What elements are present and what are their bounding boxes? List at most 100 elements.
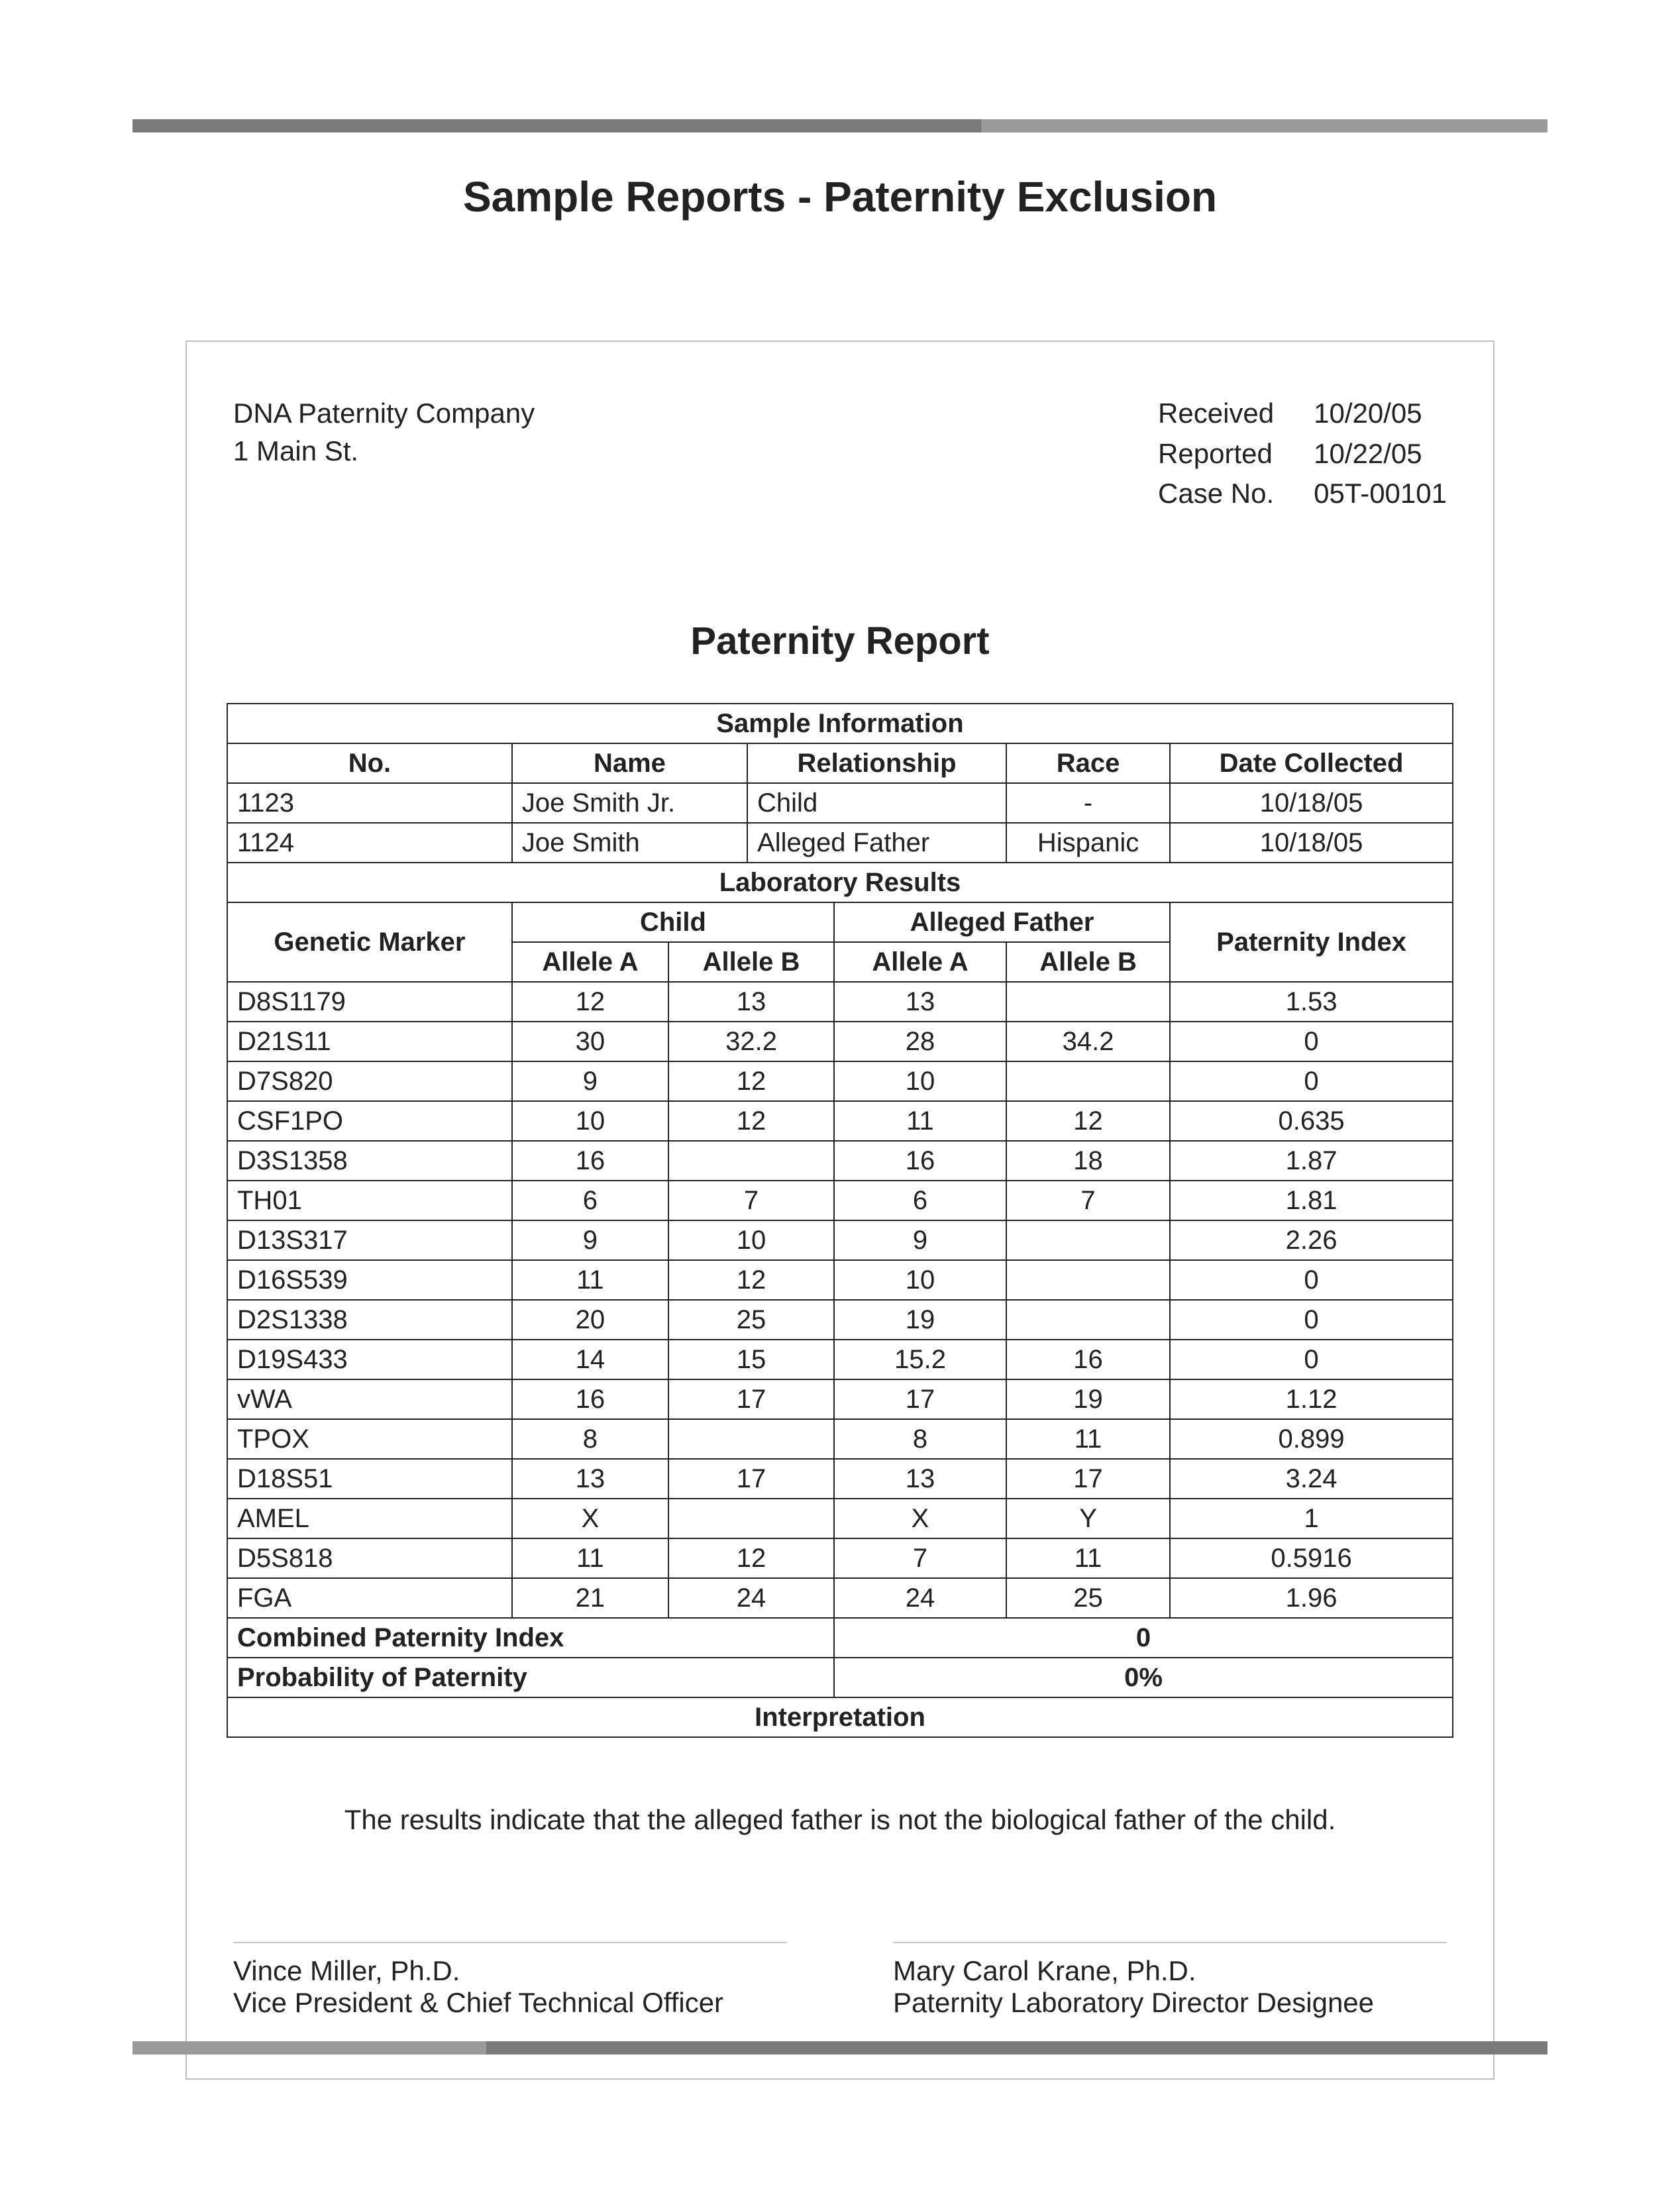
lab-row: TPOX88110.899 xyxy=(227,1419,1453,1459)
lab-row: D8S11791213131.53 xyxy=(227,982,1453,1022)
cell-marker: D21S11 xyxy=(227,1022,512,1061)
cell-ca: 30 xyxy=(512,1022,668,1061)
cell-fa: 9 xyxy=(834,1220,1006,1260)
cell-ca: 6 xyxy=(512,1181,668,1220)
cell-pi: 0.899 xyxy=(1170,1419,1453,1459)
signer-name: Mary Carol Krane, Ph.D. xyxy=(893,1955,1447,1987)
page: Sample Reports - Paternity Exclusion DNA… xyxy=(0,0,1680,2187)
col-child-a: Allele A xyxy=(512,942,668,982)
cell-cb xyxy=(668,1141,834,1181)
cell-fa: 8 xyxy=(834,1419,1006,1459)
cell-marker: D13S317 xyxy=(227,1220,512,1260)
cell-cb: 12 xyxy=(668,1061,834,1101)
lab-row: AMELXXY1 xyxy=(227,1499,1453,1538)
lab-row: D3S13581616181.87 xyxy=(227,1141,1453,1181)
cell-ca: 11 xyxy=(512,1538,668,1578)
lab-row: D19S433141515.2160 xyxy=(227,1340,1453,1379)
cell-fb xyxy=(1006,1260,1170,1300)
lab-row: TH0167671.81 xyxy=(227,1181,1453,1220)
cell-pi: 1.12 xyxy=(1170,1379,1453,1419)
cell-marker: D18S51 xyxy=(227,1459,512,1499)
signatures: Vince Miller, Ph.D. Vice President & Chi… xyxy=(227,1942,1453,2019)
cell-fb: 17 xyxy=(1006,1459,1170,1499)
col-date: Date Collected xyxy=(1170,743,1453,783)
col-father-b: Allele B xyxy=(1006,942,1170,982)
signer-title: Vice President & Chief Technical Officer xyxy=(233,1987,787,2019)
cell-pi: 0 xyxy=(1170,1300,1453,1340)
lab-row: D5S81811127110.5916 xyxy=(227,1538,1453,1578)
cell-fa: 11 xyxy=(834,1101,1006,1141)
cell-fa: 10 xyxy=(834,1260,1006,1300)
cell-fa: 16 xyxy=(834,1141,1006,1181)
signature-block: Mary Carol Krane, Ph.D. Paternity Labora… xyxy=(893,1942,1447,2019)
lab-row: D2S13382025190 xyxy=(227,1300,1453,1340)
sample-name: Joe Smith xyxy=(512,823,747,863)
cell-pi: 2.26 xyxy=(1170,1220,1453,1260)
sample-name: Joe Smith Jr. xyxy=(512,783,747,823)
col-child: Child xyxy=(512,902,834,942)
report-title: Paternity Report xyxy=(227,619,1453,663)
cell-cb: 24 xyxy=(668,1578,834,1618)
cell-fa: X xyxy=(834,1499,1006,1538)
cell-marker: vWA xyxy=(227,1379,512,1419)
cell-pi: 3.24 xyxy=(1170,1459,1453,1499)
col-father-a: Allele A xyxy=(834,942,1006,982)
pop-value: 0% xyxy=(834,1658,1453,1697)
cell-fa: 10 xyxy=(834,1061,1006,1101)
cell-fb xyxy=(1006,1220,1170,1260)
cell-fb: 19 xyxy=(1006,1379,1170,1419)
top-divider-bar xyxy=(132,119,1548,133)
sample-race: Hispanic xyxy=(1006,823,1170,863)
caseno-label: Case No. xyxy=(1158,475,1274,513)
cell-cb xyxy=(668,1419,834,1459)
cell-cb: 32.2 xyxy=(668,1022,834,1061)
col-child-b: Allele B xyxy=(668,942,834,982)
cell-ca: 11 xyxy=(512,1260,668,1300)
cell-fa: 19 xyxy=(834,1300,1006,1340)
col-race: Race xyxy=(1006,743,1170,783)
cell-pi: 0.5916 xyxy=(1170,1538,1453,1578)
cell-marker: D5S818 xyxy=(227,1538,512,1578)
cell-fa: 13 xyxy=(834,982,1006,1022)
company-block: DNA Paternity Company 1 Main St. xyxy=(233,395,535,513)
cell-cb: 12 xyxy=(668,1260,834,1300)
signer-title: Paternity Laboratory Director Designee xyxy=(893,1987,1447,2019)
company-name: DNA Paternity Company xyxy=(233,395,535,433)
cell-pi: 0 xyxy=(1170,1022,1453,1061)
lab-row: D21S113032.22834.20 xyxy=(227,1022,1453,1061)
cell-ca: 20 xyxy=(512,1300,668,1340)
cell-pi: 0 xyxy=(1170,1260,1453,1300)
page-title: Sample Reports - Paternity Exclusion xyxy=(0,172,1680,221)
received-label: Received xyxy=(1158,395,1274,433)
lab-row: FGA212424251.96 xyxy=(227,1578,1453,1618)
pop-label: Probability of Paternity xyxy=(227,1658,834,1697)
signature-line xyxy=(233,1942,787,1943)
cell-ca: 21 xyxy=(512,1578,668,1618)
cell-fb: 11 xyxy=(1006,1419,1170,1459)
bottom-divider-bar xyxy=(132,2041,1548,2054)
cell-marker: FGA xyxy=(227,1578,512,1618)
cell-fa: 7 xyxy=(834,1538,1006,1578)
cell-cb: 25 xyxy=(668,1300,834,1340)
cell-fb: 25 xyxy=(1006,1578,1170,1618)
cell-fb: 18 xyxy=(1006,1141,1170,1181)
col-marker: Genetic Marker xyxy=(227,902,512,982)
cell-pi: 1.81 xyxy=(1170,1181,1453,1220)
lab-row: D7S820912100 xyxy=(227,1061,1453,1101)
cell-fb: 12 xyxy=(1006,1101,1170,1141)
cell-ca: 10 xyxy=(512,1101,668,1141)
cell-marker: D19S433 xyxy=(227,1340,512,1379)
sample-date: 10/18/05 xyxy=(1170,783,1453,823)
reported-value: 10/22/05 xyxy=(1314,435,1447,473)
lab-row: vWA161717191.12 xyxy=(227,1379,1453,1419)
lab-row: D18S51131713173.24 xyxy=(227,1459,1453,1499)
cpi-value: 0 xyxy=(834,1618,1453,1658)
cell-fb: 16 xyxy=(1006,1340,1170,1379)
cell-pi: 1.53 xyxy=(1170,982,1453,1022)
cell-fa: 24 xyxy=(834,1578,1006,1618)
sample-row: 1123 Joe Smith Jr. Child - 10/18/05 xyxy=(227,783,1453,823)
cell-fb: Y xyxy=(1006,1499,1170,1538)
sample-no: 1123 xyxy=(227,783,512,823)
cell-fa: 15.2 xyxy=(834,1340,1006,1379)
report-box: DNA Paternity Company 1 Main St. Receive… xyxy=(185,341,1495,2080)
